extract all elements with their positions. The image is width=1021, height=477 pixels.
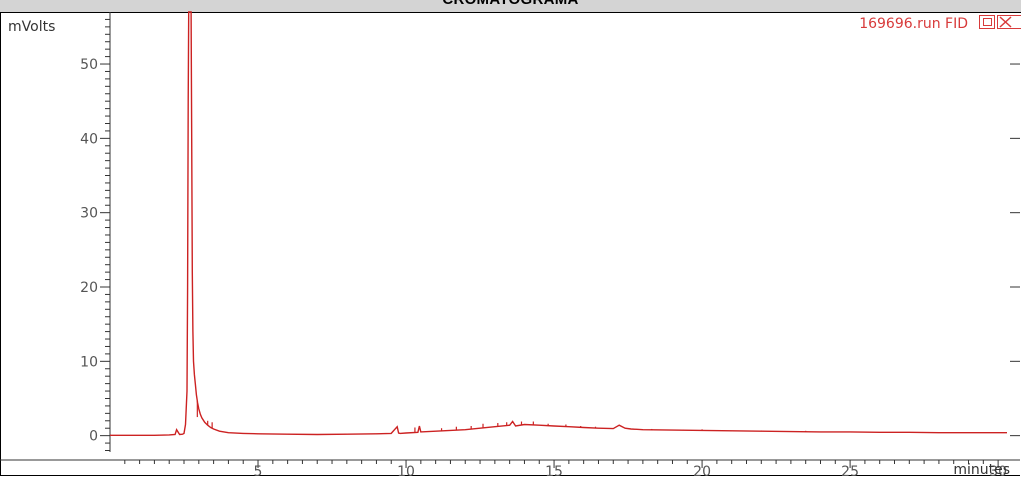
close-icon-glyph <box>999 16 1012 28</box>
x-tick-label: 25 <box>841 464 859 477</box>
y-tick-label: 10 <box>80 354 98 370</box>
x-tick-label: 10 <box>397 464 415 477</box>
restore-icon[interactable] <box>979 15 995 29</box>
restore-icon-box <box>983 18 992 26</box>
plot-frame <box>0 12 1020 476</box>
y-axis-label: mVolts <box>8 19 55 35</box>
y-tick-label: 20 <box>80 280 98 296</box>
x-tick-label: 15 <box>545 464 563 477</box>
y-tick-label: 40 <box>80 131 98 147</box>
run-file-label: 169696.run FID <box>859 16 968 32</box>
y-tick-label: 0 <box>89 429 98 445</box>
close-icon[interactable] <box>997 15 1021 29</box>
x-tick-label: 30 <box>989 464 1007 477</box>
chromatogram-trace <box>110 11 1007 436</box>
x-axis-label: minutes <box>953 462 1010 477</box>
x-tick-label: 5 <box>254 464 263 477</box>
x-tick-label: 20 <box>693 464 711 477</box>
trace-layer <box>110 11 1007 436</box>
y-tick-label: 30 <box>80 206 98 222</box>
chart-title: CROMATOGRAMA <box>0 0 1021 8</box>
chart-title-bar: CROMATOGRAMA <box>0 0 1021 13</box>
axis-layer: 0 10 20 30 40 50 5 10 15 20 25 30 <box>0 12 1020 477</box>
y-tick-label: 50 <box>80 57 98 73</box>
